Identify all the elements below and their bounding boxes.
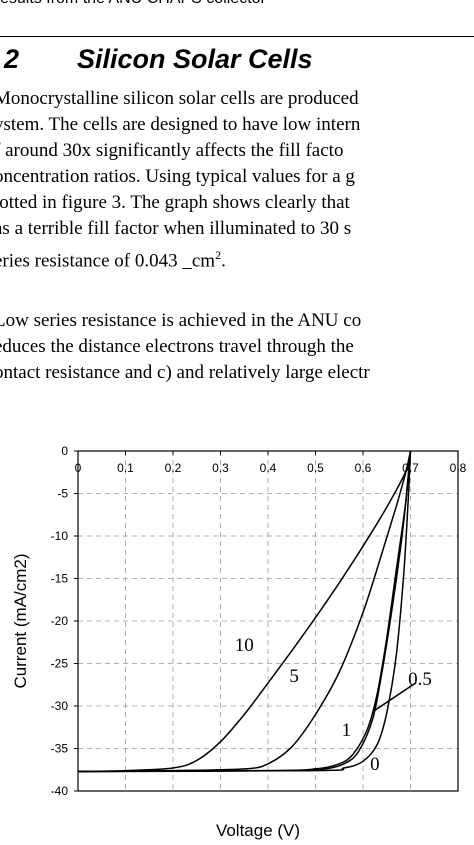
superscript: 2 [215, 248, 222, 262]
y-tick-label: -40 [51, 784, 69, 798]
paragraph-line-last: eries resistance of 0.043 _cm2. [0, 242, 360, 272]
paragraph-line: lotted in figure 3. The graph shows clea… [0, 192, 350, 213]
x-tick-label: 0.4 [260, 461, 277, 475]
x-tick-label: 0.7 [402, 461, 419, 475]
curve-label: 0 [370, 754, 380, 775]
paragraph-2: Low series resistance is achieved in the… [0, 308, 370, 386]
x-tick-label: 0.8 [450, 461, 467, 475]
axes [74, 450, 459, 792]
header-rule [0, 36, 474, 37]
paragraph-line: Low series resistance is achieved in the… [0, 310, 362, 331]
y-tick-label: -5 [57, 487, 68, 501]
y-tick-label: -20 [51, 614, 69, 628]
y-axis-title: Current (mA/cm2) [11, 553, 30, 688]
y-tick-label: -35 [51, 742, 69, 756]
x-tick-label: 0.5 [307, 461, 324, 475]
section-number: 2 [4, 44, 20, 74]
x-tick-label: 0.1 [117, 461, 134, 475]
iv-curve-chart: 0 0.1 0.2 0.3 0.4 0.5 0.6 0.7 0.8 0 -5 -10 -15 -20 -25… [11, 444, 467, 840]
grid [78, 451, 458, 791]
y-tick-label: -15 [51, 572, 69, 586]
x-tick-label: 0.6 [355, 461, 372, 475]
y-tick-label: 0 [61, 444, 68, 458]
series [77, 450, 412, 773]
x-axis-title: Voltage (V) [216, 821, 300, 840]
y-tick-label: -25 [51, 657, 69, 671]
curve-label: 1 [342, 720, 352, 741]
section-heading: 2 Silicon Solar Cells [4, 44, 313, 75]
series-line-0-5 [77, 450, 412, 773]
paragraph-line: f around 30x significantly affects the f… [0, 140, 344, 161]
curve-label: 10 [235, 635, 254, 656]
paragraph-line: educes the distance electrons travel thr… [0, 336, 354, 357]
paragraph-line: Monocrystalline silicon solar cells are … [0, 88, 359, 109]
series-line-10 [77, 450, 412, 773]
x-tick-label: 0.3 [212, 461, 229, 475]
series-line-0 [77, 450, 412, 773]
curve-label: 5 [289, 666, 299, 687]
x-tick-label: 0.2 [165, 461, 182, 475]
paragraph-line: ontact resistance and c) and relatively … [0, 362, 370, 383]
paragraph-1: Monocrystalline silicon solar cells are … [0, 86, 361, 272]
series-line-5 [77, 450, 412, 773]
section-title: Silicon Solar Cells [77, 44, 313, 74]
labels: 0 0.1 0.2 0.3 0.4 0.5 0.6 0.7 0.8 0 -5 -10 -15 -20 -25… [11, 444, 467, 840]
plot-frame [77, 450, 459, 792]
paragraph-line: as a terrible fill factor when illuminat… [0, 218, 352, 239]
page-header-fragment: esults from the ANU CHAPS collector [0, 0, 266, 8]
y-tick-label: -10 [51, 529, 69, 543]
annotation-leader [374, 682, 417, 711]
period: . [221, 250, 226, 272]
paragraph-line: ystem. The cells are designed to have lo… [0, 114, 361, 135]
series-line-1 [77, 450, 412, 773]
x-tick-label: 0 [75, 461, 82, 475]
curve-label: 0.5 [408, 669, 432, 690]
paragraph-line: oncentration ratios. Using typical value… [0, 166, 355, 187]
paragraph-line-text: eries resistance of 0.043 _cm [0, 250, 216, 272]
y-tick-label: -30 [51, 699, 69, 713]
